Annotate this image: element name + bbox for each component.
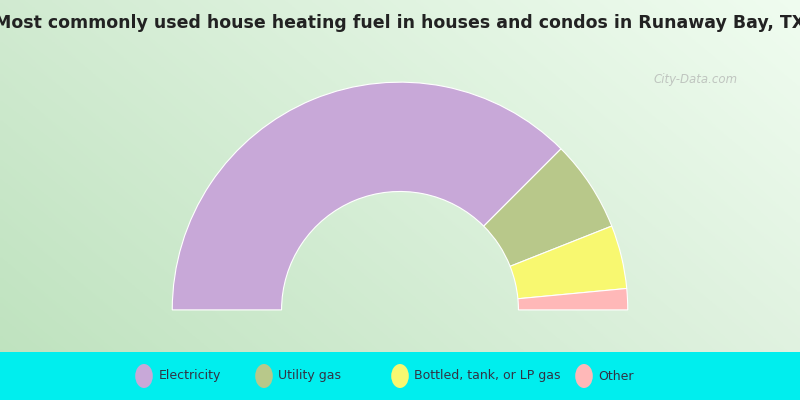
Text: Bottled, tank, or LP gas: Bottled, tank, or LP gas: [414, 370, 561, 382]
Text: City-Data.com: City-Data.com: [654, 74, 738, 86]
Ellipse shape: [255, 364, 273, 388]
Text: Electricity: Electricity: [158, 370, 221, 382]
Wedge shape: [484, 149, 612, 266]
Ellipse shape: [135, 364, 153, 388]
Wedge shape: [510, 226, 626, 299]
Wedge shape: [518, 288, 628, 310]
Text: Most commonly used house heating fuel in houses and condos in Runaway Bay, TX: Most commonly used house heating fuel in…: [0, 14, 800, 32]
Wedge shape: [172, 82, 561, 310]
Text: Other: Other: [598, 370, 634, 382]
Ellipse shape: [575, 364, 593, 388]
Ellipse shape: [391, 364, 409, 388]
Text: Utility gas: Utility gas: [278, 370, 342, 382]
